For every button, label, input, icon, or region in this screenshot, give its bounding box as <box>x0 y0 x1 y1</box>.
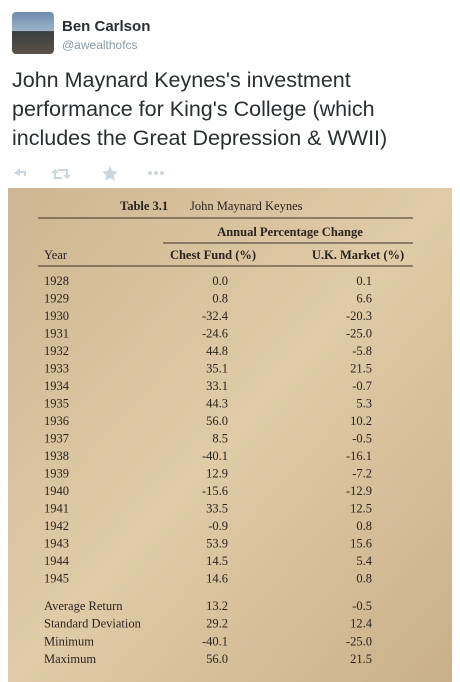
chest-fund-value: 14.5 <box>206 554 228 568</box>
uk-market-value: -7.2 <box>352 466 372 480</box>
column-header: Chest Fund (%) <box>170 248 256 262</box>
uk-market-value: -5.8 <box>352 344 372 358</box>
avatar[interactable] <box>12 12 54 54</box>
page-background <box>8 188 452 682</box>
row-label: Average Return <box>44 599 123 613</box>
chest-fund-value: -40.1 <box>202 449 228 463</box>
chest-fund-value: 0.0 <box>212 274 228 288</box>
row-label: 1941 <box>44 501 69 515</box>
chest-fund-value: 13.2 <box>206 599 228 613</box>
chest-fund-value: 8.5 <box>212 431 228 445</box>
chest-fund-value: 56.0 <box>206 652 228 666</box>
more-icon[interactable] <box>148 171 164 175</box>
chest-fund-value: 56.0 <box>206 414 228 428</box>
uk-market-value: 0.1 <box>356 274 372 288</box>
uk-market-value: -12.9 <box>346 484 372 498</box>
uk-market-value: 10.2 <box>350 414 372 428</box>
uk-market-value: 15.6 <box>350 536 372 550</box>
chest-fund-value: -32.4 <box>202 309 229 323</box>
chest-fund-value: 14.6 <box>206 571 228 585</box>
uk-market-value: -25.0 <box>346 634 372 648</box>
row-label: 1928 <box>44 274 69 288</box>
row-label: 1945 <box>44 571 69 585</box>
row-label: 1933 <box>44 361 69 375</box>
row-label: 1940 <box>44 484 69 498</box>
uk-market-value: 6.6 <box>356 291 372 305</box>
tweet-text: John Maynard Keynes's investment perform… <box>12 68 388 150</box>
row-label: 1930 <box>44 309 69 323</box>
row-label: 1936 <box>44 414 69 428</box>
column-header: Year <box>44 248 68 262</box>
uk-market-value: 0.8 <box>356 519 372 533</box>
row-label: 1938 <box>44 449 69 463</box>
uk-market-value: -0.7 <box>352 379 372 393</box>
group-header: Annual Percentage Change <box>217 225 363 239</box>
column-header: U.K. Market (%) <box>312 248 404 262</box>
chest-fund-value: 53.9 <box>206 536 228 550</box>
reply-icon[interactable] <box>14 168 26 176</box>
row-label: Minimum <box>44 634 94 648</box>
author-handle[interactable]: @awealthofcs <box>62 38 138 52</box>
table-author: John Maynard Keynes <box>190 199 303 213</box>
chest-fund-value: 44.8 <box>206 344 228 358</box>
favorite-icon[interactable] <box>102 166 118 181</box>
uk-market-value: 5.3 <box>356 396 372 410</box>
retweet-icon[interactable] <box>51 169 71 179</box>
chest-fund-value: 35.1 <box>206 361 228 375</box>
uk-market-value: -20.3 <box>346 309 372 323</box>
row-label: 1943 <box>44 536 69 550</box>
chest-fund-value: -24.6 <box>202 326 228 340</box>
photo[interactable]: Table 3.1 John Maynard Keynes Annual Per… <box>8 188 452 682</box>
row-label: Standard Deviation <box>44 617 142 631</box>
chest-fund-value: 33.5 <box>206 501 228 515</box>
uk-market-value: 21.5 <box>350 361 372 375</box>
row-label: 1937 <box>44 431 69 445</box>
chest-fund-value: 33.1 <box>206 379 228 393</box>
uk-market-value: 12.5 <box>350 501 372 515</box>
uk-market-value: -25.0 <box>346 326 372 340</box>
author-name[interactable]: Ben Carlson <box>62 18 151 35</box>
row-label: 1931 <box>44 326 69 340</box>
action-bar <box>14 166 164 181</box>
uk-market-value: -0.5 <box>352 431 372 445</box>
uk-market-value: 21.5 <box>350 652 372 666</box>
chest-fund-value: 12.9 <box>206 466 228 480</box>
row-label: 1929 <box>44 291 69 305</box>
row-label: 1935 <box>44 396 69 410</box>
row-label: 1934 <box>44 379 70 393</box>
chest-fund-value: -0.9 <box>208 519 228 533</box>
row-label: 1939 <box>44 466 69 480</box>
table-number: Table 3.1 <box>120 199 168 213</box>
uk-market-value: -16.1 <box>346 449 372 463</box>
chest-fund-value: 0.8 <box>212 291 228 305</box>
row-label: 1932 <box>44 344 69 358</box>
uk-market-value: 12.4 <box>350 617 373 631</box>
uk-market-value: -0.5 <box>352 599 372 613</box>
uk-market-value: 0.8 <box>356 571 372 585</box>
row-label: 1944 <box>44 554 70 568</box>
chest-fund-value: -40.1 <box>202 634 228 648</box>
chest-fund-value: 44.3 <box>206 396 228 410</box>
row-label: Maximum <box>44 652 96 666</box>
uk-market-value: 5.4 <box>356 554 372 568</box>
chest-fund-value: 29.2 <box>206 617 228 631</box>
chest-fund-value: -15.6 <box>202 484 228 498</box>
row-label: 1942 <box>44 519 69 533</box>
